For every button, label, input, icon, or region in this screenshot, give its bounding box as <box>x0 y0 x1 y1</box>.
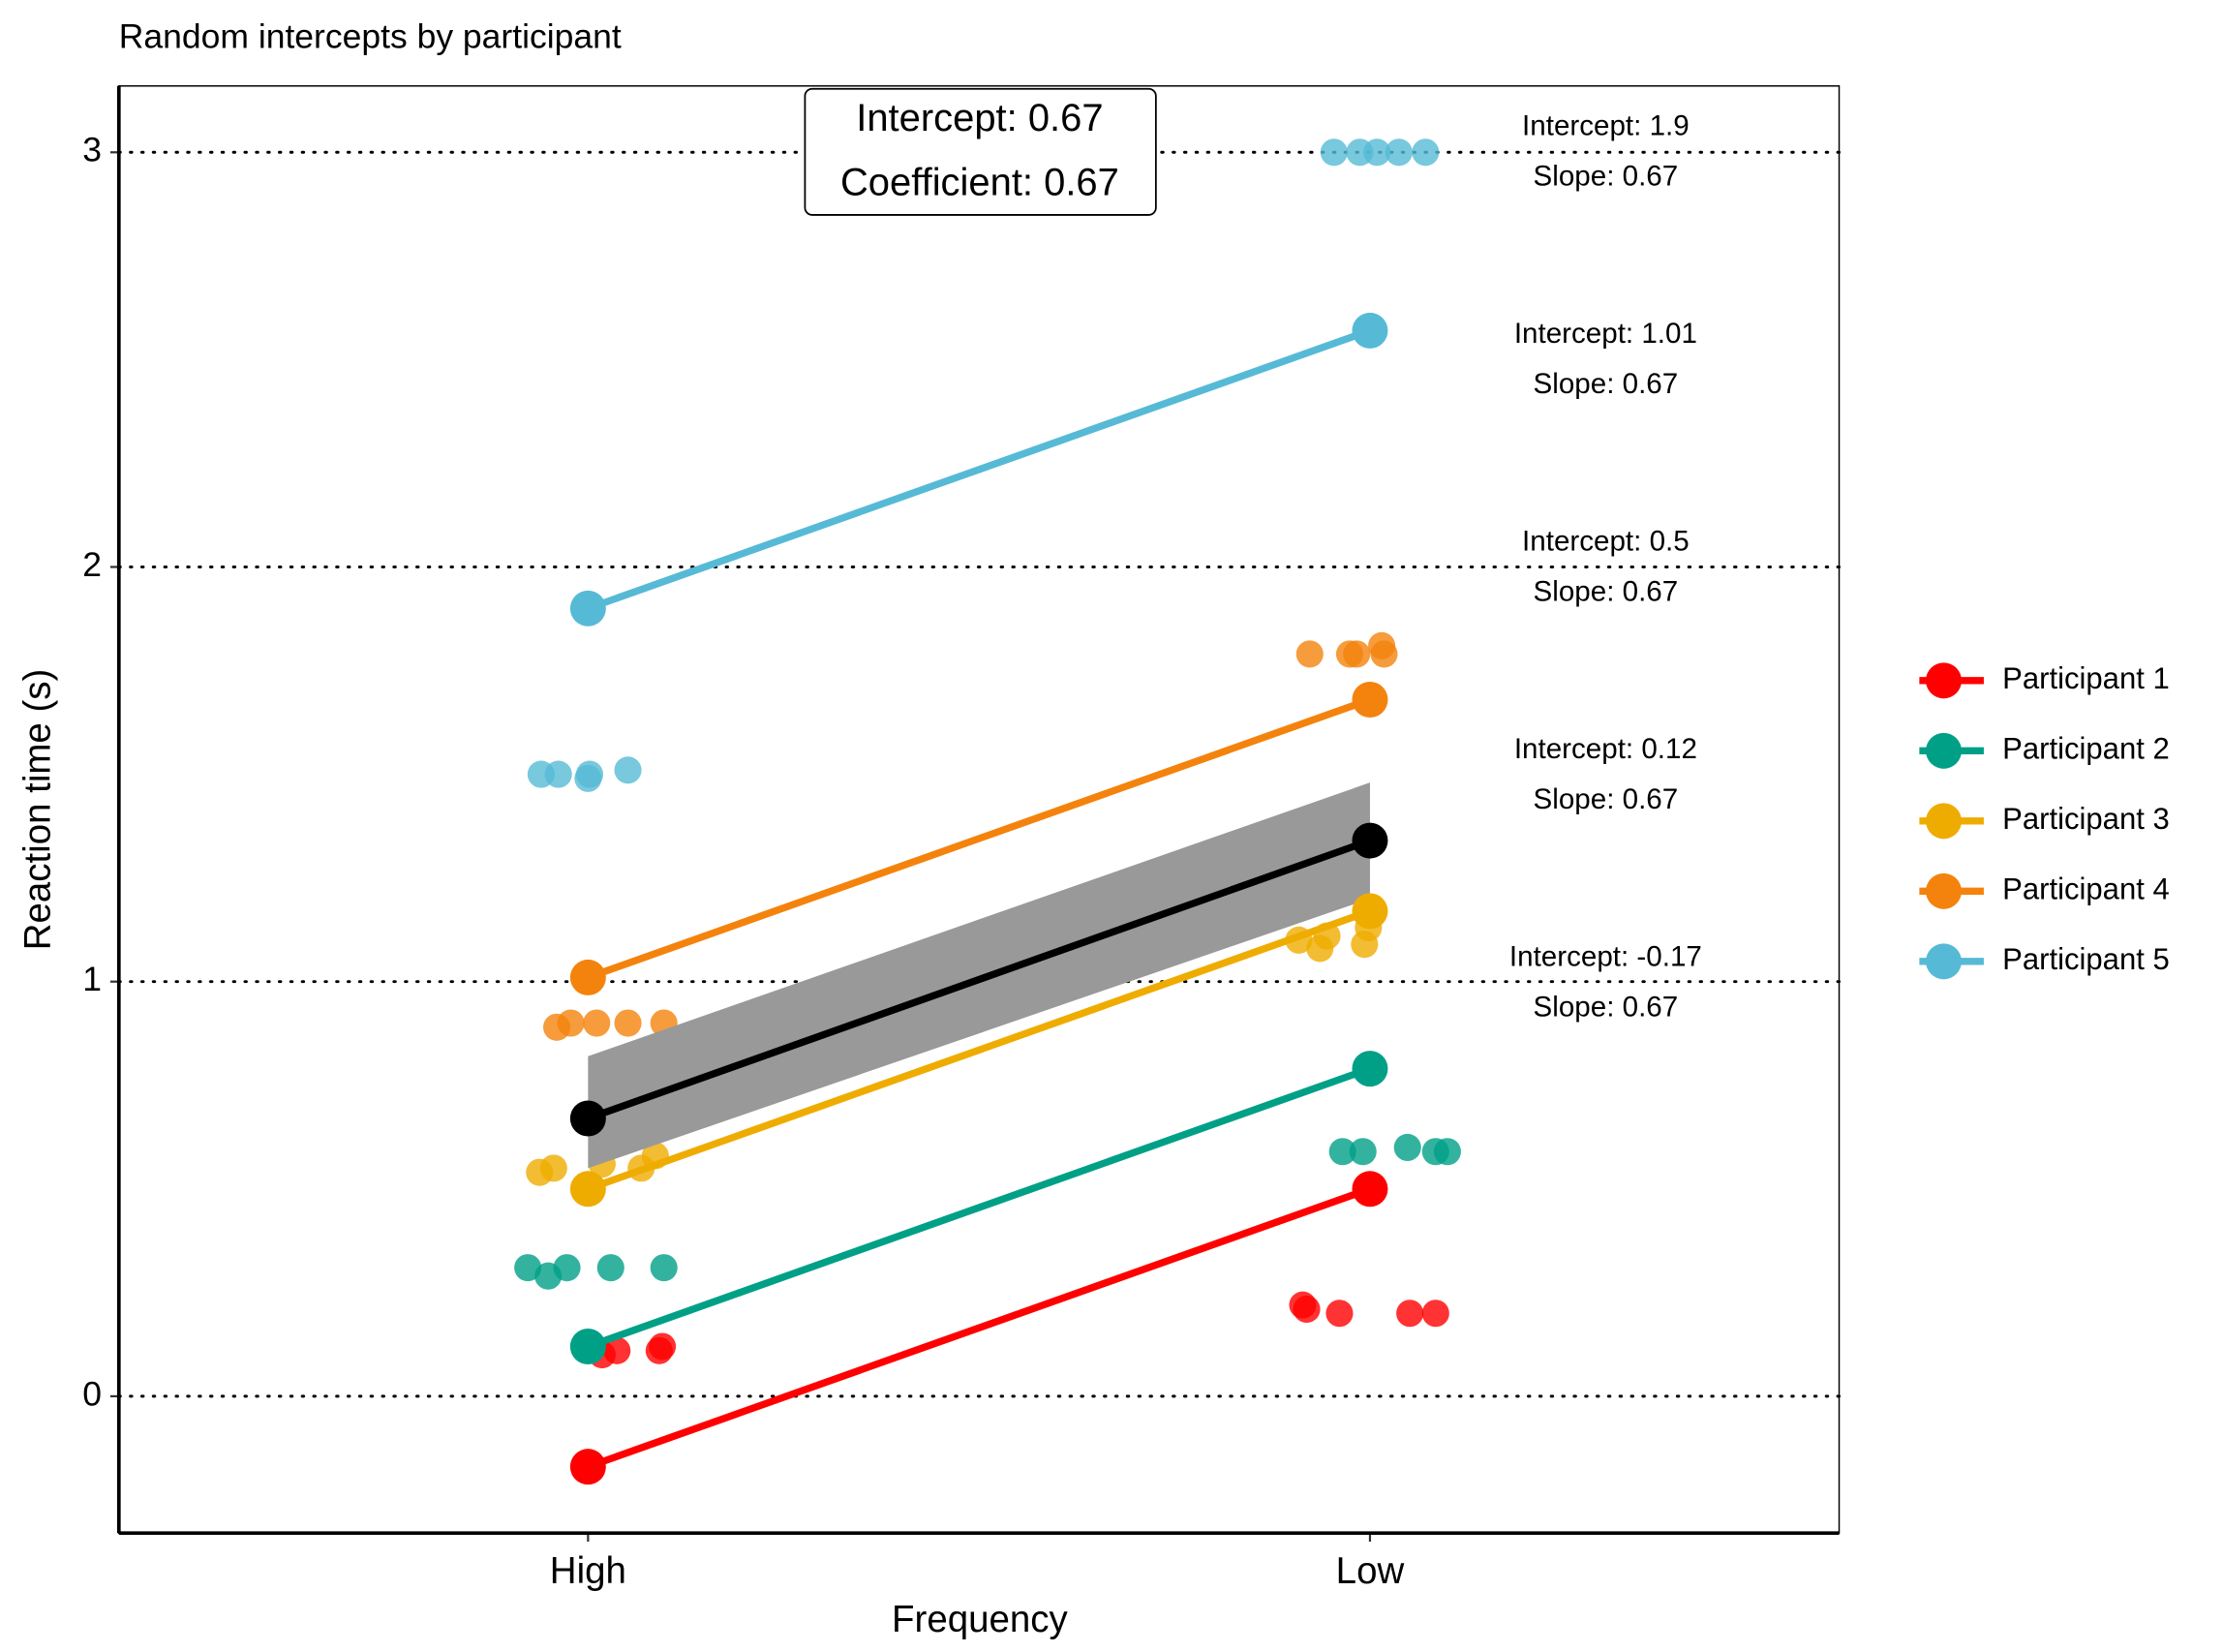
data-point <box>1370 640 1398 668</box>
data-point <box>1320 138 1348 167</box>
participant-line-point <box>569 1329 606 1364</box>
x-tick-label: High <box>550 1550 626 1592</box>
legend-marker <box>1926 732 1963 769</box>
participant-line-point <box>1352 312 1388 349</box>
participant-line-point <box>1352 1051 1388 1087</box>
participant-annotation: Intercept: -0.17 <box>1509 941 1702 973</box>
data-point <box>1328 1138 1356 1166</box>
participant-line-point <box>1352 893 1388 930</box>
participant-annotation: Slope: 0.67 <box>1534 783 1679 815</box>
data-point <box>1343 640 1371 668</box>
legend-marker <box>1926 803 1963 840</box>
legend-label: Participant 1 <box>2002 661 2170 695</box>
x-axis-label: Frequency <box>892 1599 1068 1640</box>
data-point <box>575 760 604 788</box>
data-point <box>544 760 572 788</box>
data-point <box>1293 1295 1321 1324</box>
participant-line-point <box>1352 682 1388 719</box>
participant-line-point <box>569 959 606 995</box>
data-point <box>583 1009 611 1037</box>
legend-label: Participant 3 <box>2002 802 2170 836</box>
data-point <box>557 1009 585 1037</box>
model-annotation: Coefficient: 0.67 <box>840 161 1119 203</box>
y-axis-label: Reaction time (s) <box>17 669 59 951</box>
data-point <box>1349 1138 1377 1166</box>
data-point <box>1433 1138 1461 1166</box>
model-box <box>804 87 1157 216</box>
y-tick-label: 2 <box>82 545 102 584</box>
data-point <box>603 1336 631 1364</box>
legend-marker <box>1926 662 1963 699</box>
legend-label: Participant 2 <box>2002 732 2170 766</box>
data-point <box>649 1332 677 1361</box>
participant-line-point <box>1352 1171 1388 1208</box>
participant-annotation: Slope: 0.67 <box>1534 575 1679 607</box>
y-tick-label: 0 <box>82 1374 102 1413</box>
mean-line <box>587 837 1372 1122</box>
participant-line <box>587 907 1372 1193</box>
data-point <box>1393 1133 1421 1162</box>
participant-annotation: Intercept: 0.12 <box>1514 733 1697 765</box>
data-point <box>1385 138 1413 167</box>
data-point <box>1412 138 1440 167</box>
participant-line-point <box>569 590 606 627</box>
chart-title: Random intercepts by participant <box>119 16 622 55</box>
data-point <box>596 1254 624 1282</box>
data-point <box>1421 1300 1449 1328</box>
legend-marker <box>1926 872 1963 909</box>
data-point <box>539 1154 567 1182</box>
data-point <box>1325 1300 1354 1328</box>
confidence-ribbon <box>588 782 1370 1169</box>
participant-annotation: Slope: 0.67 <box>1534 991 1679 1023</box>
data-point <box>614 756 642 784</box>
data-point <box>514 1254 542 1282</box>
data-point <box>1295 640 1324 668</box>
legend-label: Participant 5 <box>2002 942 2170 976</box>
model-annotation: Intercept: 0.67 <box>856 97 1103 139</box>
participant-annotation: Intercept: 0.5 <box>1522 526 1690 558</box>
mean-line-point <box>1352 822 1388 859</box>
participant-line <box>587 1185 1372 1471</box>
x-tick-label: Low <box>1336 1550 1405 1592</box>
participant-line <box>587 696 1372 981</box>
data-point <box>1396 1300 1424 1328</box>
participant-annotation: Slope: 0.67 <box>1534 160 1679 192</box>
data-point <box>650 1254 678 1282</box>
participant-annotation: Intercept: 1.01 <box>1514 318 1697 350</box>
data-point <box>553 1254 581 1282</box>
legend-marker <box>1926 943 1963 980</box>
participant-annotation: Intercept: 1.9 <box>1522 109 1690 141</box>
y-tick-label: 3 <box>82 131 102 169</box>
y-tick-label: 1 <box>82 960 102 998</box>
mean-line-point <box>569 1100 606 1137</box>
data-point <box>1363 138 1391 167</box>
participant-line <box>587 1065 1372 1350</box>
participant-line-point <box>569 1171 606 1208</box>
participant-line-point <box>569 1449 606 1485</box>
legend-label: Participant 4 <box>2002 872 2170 906</box>
participant-line <box>587 326 1372 612</box>
participant-annotation: Slope: 0.67 <box>1534 368 1679 400</box>
data-point <box>614 1009 642 1037</box>
